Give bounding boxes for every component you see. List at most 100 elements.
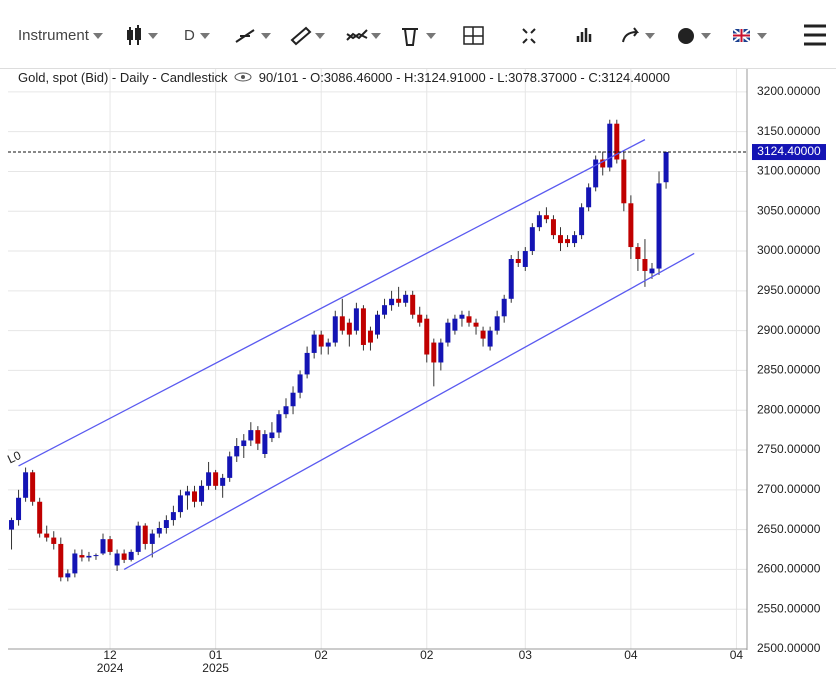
y-tick-label: 2650.00000 <box>757 522 821 536</box>
candle-body <box>192 491 198 502</box>
candle-body <box>438 342 444 363</box>
x-tick-label: 12 <box>103 648 117 662</box>
candle-body <box>58 543 64 578</box>
timeframe-menu[interactable]: D <box>184 27 195 44</box>
y-tick-label: 3050.00000 <box>757 203 821 217</box>
candle-body <box>565 239 571 244</box>
candle-body <box>9 520 15 530</box>
candle-body <box>459 314 465 319</box>
candle-body <box>346 322 352 335</box>
y-tick-label: 2700.00000 <box>757 482 821 496</box>
candle-body <box>396 298 402 303</box>
candle-body <box>600 159 606 168</box>
y-tick-label: 2850.00000 <box>757 363 821 377</box>
instrument-menu[interactable]: Instrument <box>18 27 89 44</box>
candle-body <box>114 553 120 566</box>
candle-body <box>410 294 416 315</box>
candle-body <box>332 316 338 343</box>
candle-body <box>382 305 388 315</box>
candle-body <box>93 555 99 557</box>
candle-body <box>16 497 22 521</box>
toolbar: Instrument D <box>0 0 836 69</box>
candle-body <box>283 406 289 415</box>
candle-body <box>290 392 296 407</box>
candle-body <box>318 334 324 347</box>
candle-body <box>304 352 310 375</box>
channel-line <box>18 139 646 467</box>
candle-body <box>206 472 212 486</box>
candle-body <box>156 528 162 534</box>
y-tick-label: 2600.00000 <box>757 562 821 576</box>
candle-body <box>663 152 669 183</box>
candle-body <box>311 334 317 353</box>
candle-body <box>23 472 29 498</box>
candle-body <box>30 472 36 502</box>
candle-body <box>579 207 585 236</box>
candle-body <box>269 432 275 439</box>
candle-body <box>656 183 662 269</box>
candle-body <box>241 440 247 447</box>
candle-body <box>550 219 556 236</box>
candle-body <box>628 203 634 248</box>
candle-body <box>586 187 592 208</box>
candle-body <box>536 215 542 228</box>
candle-body <box>529 227 535 252</box>
y-tick-label: 3000.00000 <box>757 243 821 257</box>
candle-body <box>431 342 437 363</box>
candle-body <box>607 123 613 168</box>
candle-body <box>353 308 359 331</box>
y-tick-label: 2900.00000 <box>757 323 821 337</box>
candle-body <box>487 330 493 347</box>
y-tick-label: 2550.00000 <box>757 601 821 615</box>
last-price-tag <box>752 144 826 161</box>
x-tick-label: 04 <box>624 648 638 662</box>
y-tick-label: 2950.00000 <box>757 283 821 297</box>
candle-body <box>184 491 190 496</box>
last-price-label: 3124.40000 <box>757 144 821 158</box>
ohlc-info: 90/101 - O:3086.46000 - H:3124.91000 - L… <box>258 70 671 85</box>
chart-header: Gold, spot (Bid) - Daily - Candlestick 9… <box>18 70 670 85</box>
icons[interactable] <box>127 24 826 46</box>
candle-body <box>522 251 528 267</box>
candle-body <box>515 259 521 263</box>
x-year-label: 2025 <box>202 661 229 675</box>
candle-body <box>501 298 507 317</box>
candle-body <box>248 430 254 441</box>
candle-body <box>163 520 169 529</box>
candle-body <box>339 316 345 331</box>
candle-body <box>494 316 500 331</box>
candle-body <box>213 472 219 486</box>
candle-body <box>417 314 423 323</box>
eye-icon[interactable] <box>234 72 252 82</box>
x-tick-label: 01 <box>209 648 223 662</box>
y-tick-label: 2800.00000 <box>757 402 821 416</box>
channel-label: L0 <box>5 448 23 466</box>
candle-body <box>86 555 92 558</box>
y-tick-label: 3100.00000 <box>757 164 821 178</box>
candle-body <box>473 322 479 327</box>
candle-body <box>100 539 106 554</box>
flag-icon[interactable] <box>732 28 751 43</box>
candle-body <box>149 533 155 544</box>
candle-body <box>199 485 205 502</box>
candle-body <box>177 495 183 513</box>
candle-body <box>375 314 380 335</box>
candle-body <box>234 446 240 457</box>
candle-body <box>424 318 430 355</box>
candle-body <box>72 553 78 574</box>
candle-body <box>255 430 261 444</box>
y-tick-label: 2500.00000 <box>757 641 821 655</box>
candle-body <box>572 235 578 244</box>
candle-body <box>452 318 458 331</box>
candle-body <box>51 537 57 544</box>
candle-body <box>121 553 127 560</box>
candle-body <box>227 456 233 478</box>
x-year-label: 2024 <box>97 661 124 675</box>
x-tick-label: 03 <box>519 648 533 662</box>
candle-body <box>325 342 331 347</box>
x-tick-label: 04 <box>730 648 744 662</box>
candle-body <box>297 374 303 393</box>
candle-body <box>445 322 451 343</box>
